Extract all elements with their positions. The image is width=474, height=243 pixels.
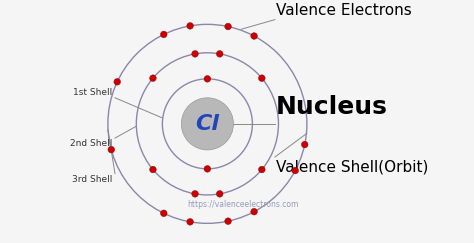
Circle shape <box>161 31 167 38</box>
Circle shape <box>182 98 234 150</box>
Circle shape <box>258 75 265 81</box>
Text: 1st Shell: 1st Shell <box>73 88 113 97</box>
Circle shape <box>217 51 223 57</box>
Circle shape <box>191 51 198 57</box>
Circle shape <box>301 141 308 148</box>
Circle shape <box>251 33 257 39</box>
Text: Cl: Cl <box>195 114 219 134</box>
Text: 3rd Shell: 3rd Shell <box>72 175 113 184</box>
Circle shape <box>258 166 265 173</box>
Text: 2nd Shell: 2nd Shell <box>70 139 113 148</box>
Circle shape <box>187 218 193 225</box>
Circle shape <box>225 23 231 30</box>
Circle shape <box>292 167 299 174</box>
Circle shape <box>161 210 167 217</box>
Text: Valence Electrons: Valence Electrons <box>276 3 412 18</box>
Circle shape <box>187 23 193 29</box>
Circle shape <box>204 165 211 172</box>
Circle shape <box>217 191 223 197</box>
Circle shape <box>225 218 231 225</box>
Text: Nucleus: Nucleus <box>276 95 388 119</box>
Circle shape <box>204 76 211 82</box>
Circle shape <box>150 166 156 173</box>
Circle shape <box>251 208 257 215</box>
Circle shape <box>191 191 198 197</box>
Circle shape <box>150 75 156 81</box>
Text: Valence Shell(Orbit): Valence Shell(Orbit) <box>276 159 428 174</box>
Text: https://valenceelectrons.com: https://valenceelectrons.com <box>187 200 299 209</box>
Circle shape <box>108 146 115 153</box>
Circle shape <box>114 78 120 85</box>
